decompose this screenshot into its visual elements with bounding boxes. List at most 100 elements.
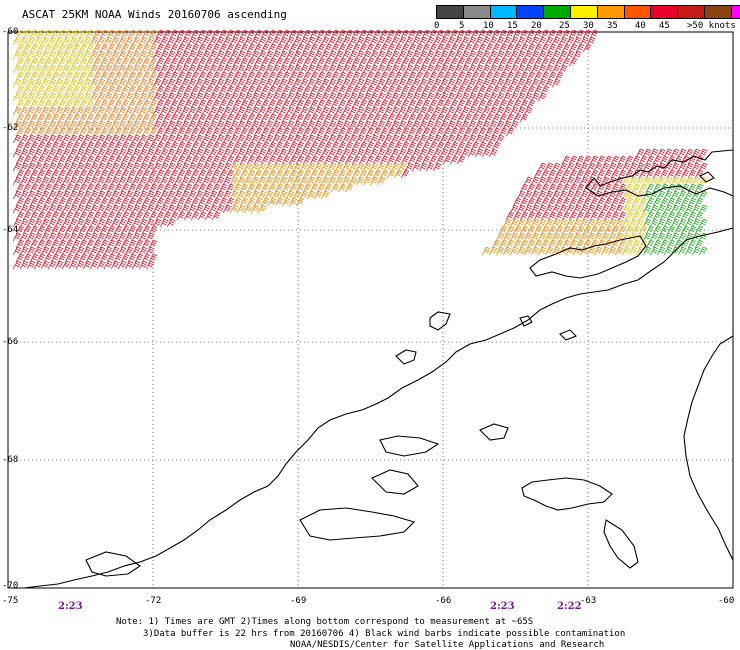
wind-barb bbox=[264, 134, 274, 144]
wind-barb bbox=[698, 190, 708, 200]
wind-barb bbox=[586, 232, 596, 242]
wind-barb bbox=[383, 78, 393, 88]
wind-barb bbox=[253, 113, 263, 123]
wind-barb bbox=[190, 155, 200, 165]
wind-barb bbox=[635, 232, 645, 242]
wind-barb bbox=[176, 155, 186, 165]
wind-barb bbox=[232, 197, 242, 207]
wind-barb bbox=[526, 211, 536, 221]
wind-barb bbox=[260, 169, 270, 179]
wind-barb bbox=[491, 71, 501, 81]
wind-barb bbox=[36, 141, 46, 151]
wind-barb bbox=[159, 218, 169, 228]
wind-barb bbox=[358, 113, 368, 123]
wind-barb bbox=[323, 71, 333, 81]
wind-barb bbox=[89, 78, 99, 88]
wind-barb bbox=[575, 225, 585, 235]
wind-barb bbox=[57, 155, 67, 165]
wind-barb bbox=[64, 43, 74, 53]
wind-barb bbox=[362, 120, 372, 130]
wind-barb bbox=[327, 50, 337, 60]
wind-barb bbox=[229, 204, 239, 214]
wind-barb bbox=[428, 155, 438, 165]
wind-barb bbox=[418, 64, 428, 74]
wind-barb bbox=[57, 43, 67, 53]
wind-barb bbox=[15, 71, 25, 81]
wind-barb bbox=[110, 120, 120, 130]
wind-barb bbox=[470, 113, 480, 123]
wind-barb bbox=[421, 57, 431, 67]
wind-barb bbox=[57, 225, 67, 235]
wind-barb bbox=[547, 57, 557, 67]
note-line: NOAA/NESDIS/Center for Satellite Applica… bbox=[290, 640, 605, 650]
wind-barb bbox=[288, 127, 298, 137]
wind-barb bbox=[533, 197, 543, 207]
wind-barb bbox=[453, 78, 463, 88]
wind-barb bbox=[159, 36, 169, 46]
wind-barb bbox=[292, 92, 302, 102]
wind-barb bbox=[26, 78, 36, 88]
wind-barb bbox=[78, 29, 88, 39]
wind-barb bbox=[540, 183, 550, 193]
wind-barb bbox=[432, 36, 442, 46]
wind-barb bbox=[50, 127, 60, 137]
wind-barb bbox=[288, 141, 298, 151]
wind-barb bbox=[260, 141, 270, 151]
wind-barb bbox=[110, 64, 120, 74]
wind-barb bbox=[677, 232, 687, 242]
wind-barb bbox=[530, 78, 540, 88]
wind-barb bbox=[131, 246, 141, 256]
wind-barb bbox=[19, 134, 29, 144]
wind-barb bbox=[509, 204, 519, 214]
wind-barb bbox=[442, 155, 452, 165]
wind-barb bbox=[113, 57, 123, 67]
wind-barb bbox=[134, 85, 144, 95]
wind-barb bbox=[85, 113, 95, 123]
wind-barb bbox=[26, 148, 36, 158]
wind-barb bbox=[22, 197, 32, 207]
wind-barb bbox=[180, 92, 190, 102]
wind-barb bbox=[120, 253, 130, 263]
wind-barb bbox=[232, 85, 242, 95]
wind-barb bbox=[19, 78, 29, 88]
wind-barb bbox=[281, 113, 291, 123]
wind-barb bbox=[141, 141, 151, 151]
wind-barb bbox=[547, 211, 557, 221]
wind-barb bbox=[295, 155, 305, 165]
wind-barb bbox=[162, 211, 172, 221]
wind-barb bbox=[327, 134, 337, 144]
wind-barb bbox=[194, 36, 204, 46]
wind-barb bbox=[127, 197, 137, 207]
wind-barb bbox=[551, 36, 561, 46]
wind-barb bbox=[89, 92, 99, 102]
wind-barb bbox=[334, 36, 344, 46]
wind-barb bbox=[474, 50, 484, 60]
wind-barb bbox=[183, 197, 193, 207]
wind-barb bbox=[211, 197, 221, 207]
wind-barb bbox=[103, 148, 113, 158]
wind-barb bbox=[309, 57, 319, 67]
wind-barb bbox=[589, 239, 599, 249]
wind-barb bbox=[547, 197, 557, 207]
wind-barb bbox=[19, 232, 29, 242]
wind-barb bbox=[173, 134, 183, 144]
wind-barb bbox=[313, 64, 323, 74]
wind-barb bbox=[358, 127, 368, 137]
wind-barb bbox=[281, 183, 291, 193]
wind-barb bbox=[502, 246, 512, 256]
wind-barb bbox=[537, 246, 547, 256]
wind-barb bbox=[134, 225, 144, 235]
wind-barb bbox=[369, 78, 379, 88]
note-line: 3)Data buffer is 22 hrs from 20160706 4)… bbox=[143, 629, 626, 639]
wind-barb bbox=[530, 218, 540, 228]
wind-barb bbox=[330, 183, 340, 193]
wind-barb bbox=[484, 85, 494, 95]
wind-barb bbox=[33, 162, 43, 172]
wind-barb bbox=[533, 211, 543, 221]
wind-barb bbox=[68, 162, 78, 172]
wind-barb bbox=[432, 120, 442, 130]
wind-barb bbox=[78, 239, 88, 249]
wind-barb bbox=[92, 253, 102, 263]
wind-barb bbox=[638, 197, 648, 207]
wind-barb bbox=[285, 162, 295, 172]
